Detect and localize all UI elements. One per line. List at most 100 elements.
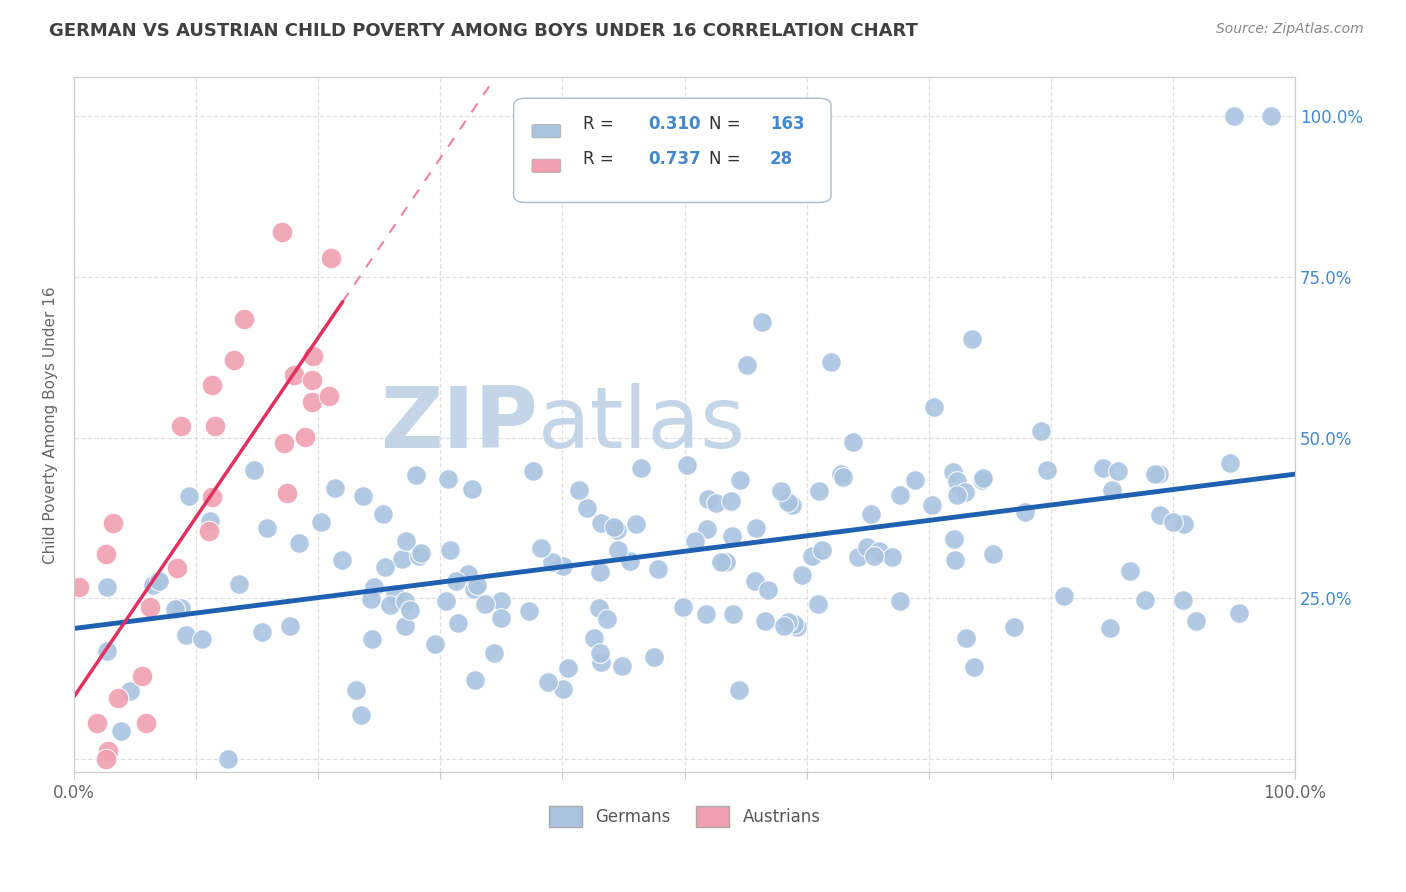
Point	[723, 607, 745, 621]
Point	[1031, 425, 1053, 439]
Text: Source: ZipAtlas.com: Source: ZipAtlas.com	[1216, 22, 1364, 37]
Point	[96, 643, 118, 657]
Point	[170, 601, 193, 615]
Point	[107, 690, 129, 705]
Point	[191, 632, 214, 646]
Point	[756, 583, 779, 598]
Point	[841, 434, 863, 449]
FancyBboxPatch shape	[513, 98, 831, 202]
Point	[373, 507, 395, 521]
Point	[1107, 464, 1129, 478]
Point	[921, 498, 943, 512]
Point	[482, 646, 505, 660]
Point	[394, 594, 416, 608]
Point	[309, 515, 332, 529]
Point	[101, 516, 124, 530]
Point	[398, 603, 420, 617]
Point	[177, 489, 200, 503]
Point	[540, 555, 562, 569]
Text: R =: R =	[583, 150, 619, 168]
Point	[252, 625, 274, 640]
Point	[405, 468, 427, 483]
Point	[630, 461, 652, 475]
FancyBboxPatch shape	[531, 124, 561, 138]
Point	[1185, 614, 1208, 628]
Point	[201, 490, 224, 504]
Point	[352, 489, 374, 503]
Point	[457, 566, 479, 581]
Point	[198, 514, 221, 528]
Text: N =: N =	[709, 115, 745, 133]
Point	[1002, 620, 1025, 634]
Point	[1144, 467, 1167, 482]
Point	[374, 559, 396, 574]
Point	[464, 673, 486, 688]
Point	[204, 419, 226, 434]
Point	[270, 225, 292, 239]
Point	[943, 532, 966, 546]
Point	[301, 373, 323, 387]
Point	[721, 529, 744, 543]
Point	[1101, 483, 1123, 497]
Point	[166, 561, 188, 575]
Point	[720, 494, 742, 508]
Point	[831, 470, 853, 484]
Point	[889, 594, 911, 608]
Point	[576, 500, 599, 515]
Point	[139, 600, 162, 615]
Point	[134, 715, 156, 730]
Point	[1260, 109, 1282, 123]
Point	[273, 436, 295, 450]
Point	[276, 486, 298, 500]
Point	[1014, 505, 1036, 519]
Point	[610, 659, 633, 673]
Point	[1163, 515, 1185, 529]
Point	[830, 467, 852, 481]
Text: 163: 163	[770, 115, 804, 133]
Point	[301, 394, 323, 409]
Point	[557, 661, 579, 675]
Point	[325, 481, 347, 495]
Point	[395, 534, 418, 549]
Point	[1098, 622, 1121, 636]
Point	[619, 554, 641, 568]
Point	[170, 418, 193, 433]
Point	[97, 744, 120, 758]
Point	[820, 355, 842, 369]
Point	[710, 555, 733, 569]
Point	[769, 483, 792, 498]
Point	[1036, 463, 1059, 477]
Point	[384, 586, 406, 600]
Point	[110, 724, 132, 739]
Point	[394, 619, 416, 633]
Point	[945, 474, 967, 488]
Point	[332, 552, 354, 566]
Point	[780, 499, 803, 513]
Point	[696, 523, 718, 537]
Point	[972, 473, 994, 487]
Point	[880, 550, 903, 565]
Point	[344, 683, 367, 698]
Point	[846, 549, 869, 564]
Point	[683, 533, 706, 548]
Point	[790, 568, 813, 582]
Point	[889, 488, 911, 502]
Point	[522, 464, 544, 478]
Y-axis label: Child Poverty Among Boys Under 16: Child Poverty Among Boys Under 16	[44, 286, 58, 564]
Text: GERMAN VS AUSTRIAN CHILD POVERTY AMONG BOYS UNDER 16 CORRELATION CHART: GERMAN VS AUSTRIAN CHILD POVERTY AMONG B…	[49, 22, 918, 40]
Point	[1133, 593, 1156, 607]
Point	[696, 492, 718, 507]
Text: N =: N =	[709, 150, 745, 168]
Point	[294, 430, 316, 444]
Point	[589, 655, 612, 669]
Point	[728, 474, 751, 488]
Point	[530, 541, 553, 555]
Point	[945, 488, 967, 502]
Point	[361, 632, 384, 646]
Point	[391, 551, 413, 566]
Point	[786, 619, 808, 633]
Point	[588, 646, 610, 660]
Point	[145, 574, 167, 588]
Point	[1118, 564, 1140, 578]
Point	[981, 547, 1004, 561]
